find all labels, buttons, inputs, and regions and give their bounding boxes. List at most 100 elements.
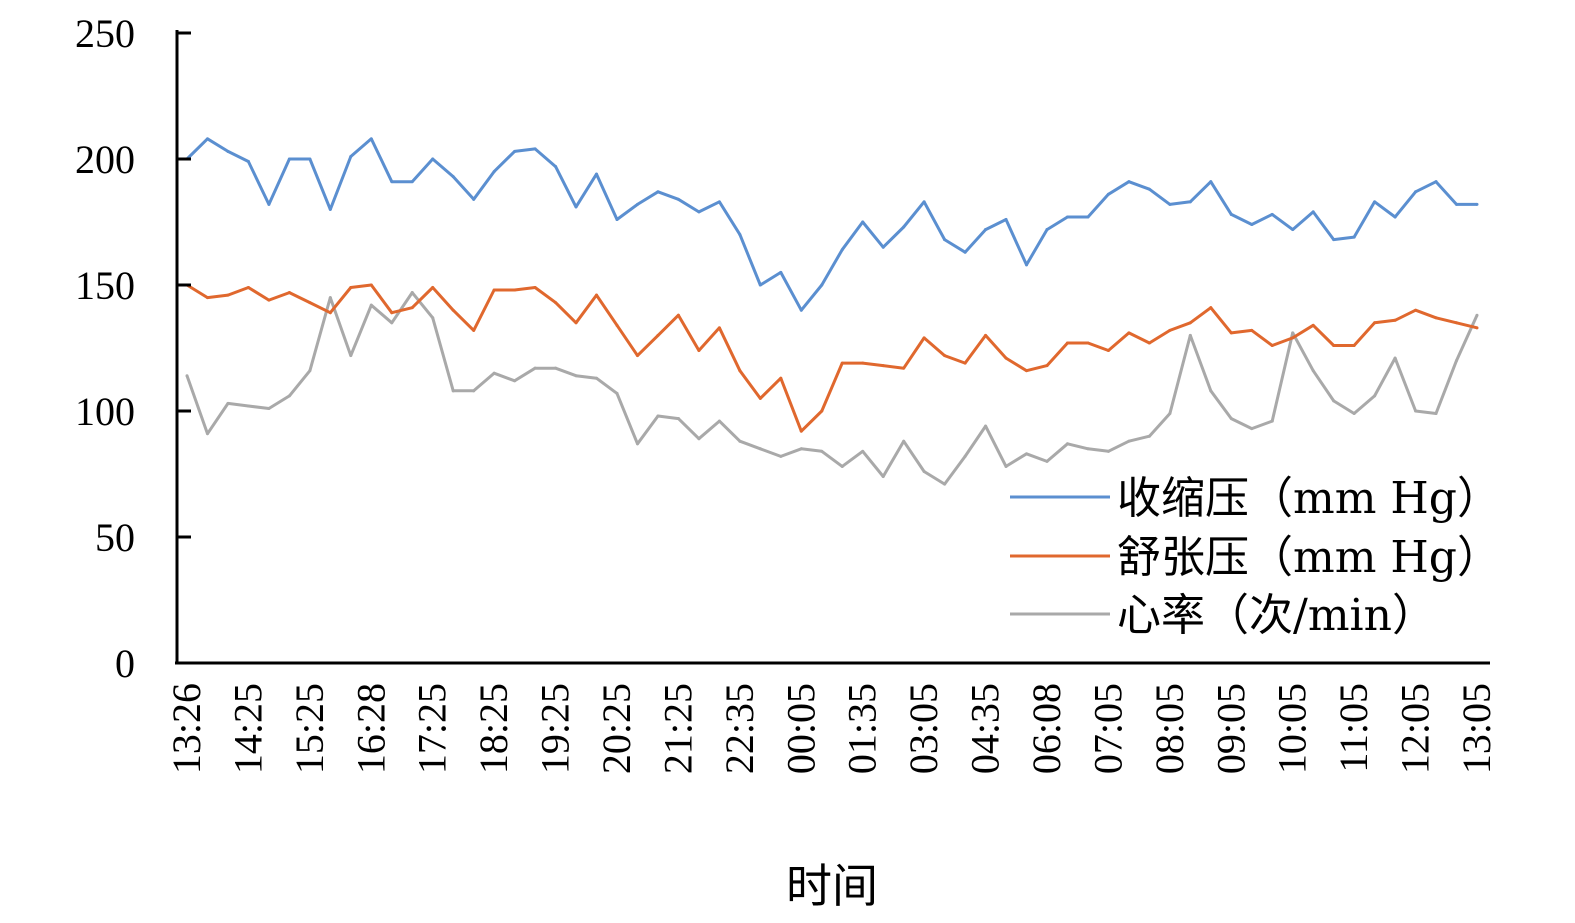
data-point — [779, 270, 783, 274]
data-point — [1168, 202, 1172, 206]
data-point — [1127, 180, 1131, 184]
data-point — [595, 376, 599, 380]
x-tick-label: 17:25 — [410, 683, 455, 774]
x-tick-label: 15:25 — [287, 683, 332, 774]
data-point — [390, 321, 394, 325]
data-point — [226, 401, 230, 405]
x-tick-label: 04:35 — [963, 683, 1008, 774]
data-point — [676, 197, 680, 201]
data-point — [1291, 228, 1295, 232]
data-point — [1025, 369, 1029, 373]
data-point — [1127, 331, 1131, 335]
data-point — [902, 225, 906, 229]
data-point — [881, 245, 885, 249]
data-point — [1025, 263, 1029, 267]
data-point — [1332, 343, 1336, 347]
x-tick-label: 11:05 — [1331, 683, 1376, 773]
x-tick-label: 19:25 — [533, 683, 578, 774]
data-point — [1311, 210, 1315, 214]
data-point — [963, 361, 967, 365]
data-point — [1311, 323, 1315, 327]
data-point — [533, 366, 537, 370]
data-point — [861, 361, 865, 365]
data-point — [1332, 399, 1336, 403]
data-point — [431, 316, 435, 320]
data-point — [308, 369, 312, 373]
data-point — [1270, 212, 1274, 216]
data-point — [1106, 349, 1110, 353]
data-point — [287, 157, 291, 161]
data-point — [205, 137, 209, 141]
data-point — [246, 404, 250, 408]
legend-label: 舒张压（mm Hg） — [1117, 532, 1501, 583]
data-point — [410, 180, 414, 184]
data-point — [615, 323, 619, 327]
data-point — [410, 291, 414, 295]
data-point — [758, 396, 762, 400]
data-point — [513, 379, 517, 383]
y-tick-label: 250 — [75, 11, 135, 56]
data-point — [779, 376, 783, 380]
x-tick-label: 06:08 — [1024, 683, 1069, 774]
data-point — [656, 414, 660, 418]
x-tick-label: 21:25 — [655, 683, 700, 774]
legend-item-1: 舒张压（mm Hg） — [1010, 532, 1501, 583]
data-point — [1414, 190, 1418, 194]
data-point — [881, 364, 885, 368]
data-point — [595, 172, 599, 176]
data-point — [1127, 439, 1131, 443]
data-point — [1065, 215, 1069, 219]
data-point — [922, 469, 926, 473]
data-point — [1250, 328, 1254, 332]
data-point — [451, 175, 455, 179]
data-point — [390, 180, 394, 184]
data-point — [390, 311, 394, 315]
data-point — [840, 464, 844, 468]
data-point — [1004, 464, 1008, 468]
x-tick-label: 09:05 — [1208, 683, 1253, 774]
y-tick-label: 150 — [75, 263, 135, 308]
data-point — [984, 333, 988, 337]
data-point — [1168, 328, 1172, 332]
data-point — [226, 293, 230, 297]
data-point — [349, 354, 353, 358]
data-point — [1414, 409, 1418, 413]
data-point — [861, 449, 865, 453]
data-point — [246, 160, 250, 164]
data-point — [943, 238, 947, 242]
data-point — [513, 149, 517, 153]
data-point — [1086, 215, 1090, 219]
series-line — [186, 283, 1478, 433]
data-point — [840, 361, 844, 365]
data-point — [758, 283, 762, 287]
data-point — [1434, 316, 1438, 320]
data-point — [1188, 200, 1192, 204]
data-point — [922, 336, 926, 340]
data-point — [554, 301, 558, 305]
data-point — [697, 437, 701, 441]
series-line — [185, 291, 1479, 486]
data-point — [1291, 336, 1295, 340]
x-tick-label: 03:05 — [901, 683, 946, 774]
data-point — [1045, 364, 1049, 368]
data-point — [779, 454, 783, 458]
legend-label: 心率（次/min） — [1117, 590, 1436, 641]
series-1 — [185, 283, 1479, 433]
data-point — [1106, 192, 1110, 196]
data-point — [1229, 417, 1233, 421]
data-point — [308, 301, 312, 305]
data-point — [492, 371, 496, 375]
data-point — [984, 228, 988, 232]
data-point — [431, 157, 435, 161]
data-point — [1086, 447, 1090, 451]
data-point — [943, 354, 947, 358]
data-point — [717, 419, 721, 423]
data-point — [635, 354, 639, 358]
data-point — [902, 439, 906, 443]
data-point — [1475, 326, 1479, 330]
data-point — [1311, 369, 1315, 373]
x-axis-title: 时间 — [786, 859, 878, 913]
data-point — [492, 288, 496, 292]
data-point — [1188, 321, 1192, 325]
data-point — [267, 202, 271, 206]
